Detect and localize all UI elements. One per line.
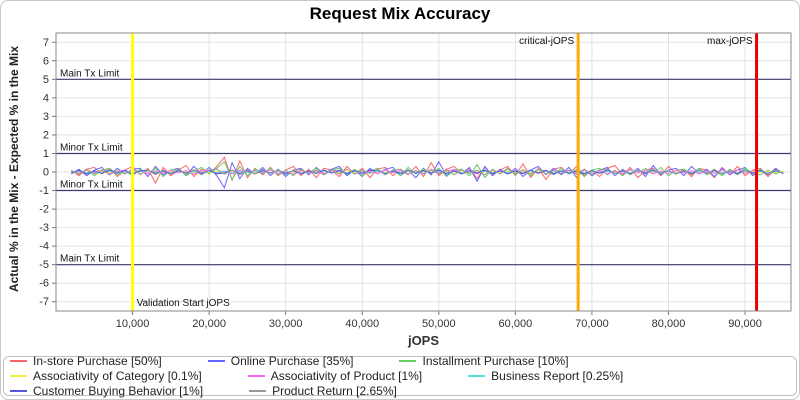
x-tick-label: 50,000 xyxy=(422,318,456,330)
event-markers: Validation Start jOPS critical-jOPS max-jO… xyxy=(131,33,759,311)
legend-marker xyxy=(247,375,265,377)
limit-label: Minor Tx Limit xyxy=(60,142,123,153)
x-tick-label: 10,000 xyxy=(116,318,150,330)
legend-item: Business Report [0.25%] xyxy=(468,369,623,383)
x-tick-label: 70,000 xyxy=(575,318,609,330)
plot-area: -7 -6 -5 -4 -3 -2 -1 0 1 2 3 4 5 6 7 10,000 20,000 30,000… xyxy=(39,32,792,348)
legend-label: Installment Purchase [10%] xyxy=(422,354,569,368)
limit-label: Minor Tx Limit xyxy=(60,180,123,191)
legend-item: Customer Buying Behavior [1%] xyxy=(10,384,203,398)
legend-label: Business Report [0.25%] xyxy=(491,369,624,383)
event-marker-label: Validation Start jOPS xyxy=(137,298,231,309)
event-marker-label: critical-jOPS xyxy=(519,36,574,47)
x-tick-label: 80,000 xyxy=(652,318,686,330)
legend-marker xyxy=(207,360,225,362)
series-lines xyxy=(71,156,784,189)
legend-marker xyxy=(399,360,417,362)
y-tick-label: 1 xyxy=(43,148,49,160)
y-tick-label: 7 xyxy=(43,37,49,49)
x-axis-title: jOPS xyxy=(407,333,439,348)
y-tick-label: 5 xyxy=(43,74,49,86)
y-tick-label: 4 xyxy=(43,92,49,104)
y-tick-label: -6 xyxy=(39,278,49,290)
y-tick-label: 2 xyxy=(43,129,49,141)
legend-label: Associativity of Category [0.1%] xyxy=(33,369,202,383)
y-tick-label: -2 xyxy=(39,204,49,216)
legend-item: Associativity of Product [1%] xyxy=(247,369,423,383)
legend-label: Product Return [2.65%] xyxy=(272,384,397,398)
y-tick-label: -7 xyxy=(39,296,49,308)
legend-label: Customer Buying Behavior [1%] xyxy=(33,384,204,398)
limit-lines: Main Tx Limit Minor Tx Limit Minor Tx Limi… xyxy=(56,68,791,266)
plot-border xyxy=(55,32,792,312)
event-marker-label: max-jOPS xyxy=(707,36,753,47)
limit-label: Main Tx Limit xyxy=(60,68,119,79)
y-tick-label: -5 xyxy=(39,259,49,271)
series-line xyxy=(71,168,784,176)
legend-item: Installment Purchase [10%] xyxy=(399,354,569,368)
x-tick-label: 20,000 xyxy=(192,318,226,330)
legend-item: Online Purchase [35%] xyxy=(207,354,354,368)
legend-label: Online Purchase [35%] xyxy=(230,354,354,368)
limit-label: Main Tx Limit xyxy=(60,254,119,265)
axis-ticks: -7 -6 -5 -4 -3 -2 -1 0 1 2 3 4 5 6 7 10,000 20,000 30,000… xyxy=(39,37,762,330)
chart-title: Request Mix Accuracy xyxy=(309,4,491,23)
y-tick-label: 6 xyxy=(43,55,49,67)
y-tick-label: 0 xyxy=(43,167,49,179)
legend-item: Product Return [2.65%] xyxy=(249,384,397,398)
legend-marker xyxy=(249,390,267,392)
legend-marker xyxy=(10,375,27,377)
legend-label: In-store Purchase [50%] xyxy=(33,354,162,368)
legend-label: Associativity of Product [1%] xyxy=(270,369,423,383)
y-tick-label: -4 xyxy=(39,241,49,253)
legend-marker xyxy=(10,360,27,362)
series-line xyxy=(71,160,784,189)
x-tick-label: 30,000 xyxy=(269,318,303,330)
x-tick-label: 90,000 xyxy=(728,318,762,330)
y-tick-label: -3 xyxy=(39,222,49,234)
legend-item: Associativity of Category [0.1%] xyxy=(10,369,202,383)
legend-marker xyxy=(10,390,27,392)
legend: In-store Purchase [50%] Online Purchase [… xyxy=(3,354,797,398)
x-tick-label: 60,000 xyxy=(499,318,533,330)
y-tick-label: -1 xyxy=(39,185,49,197)
y-tick-label: 3 xyxy=(43,111,49,123)
x-tick-label: 40,000 xyxy=(345,318,379,330)
legend-marker xyxy=(468,375,486,377)
legend-item: In-store Purchase [50%] xyxy=(10,354,162,368)
